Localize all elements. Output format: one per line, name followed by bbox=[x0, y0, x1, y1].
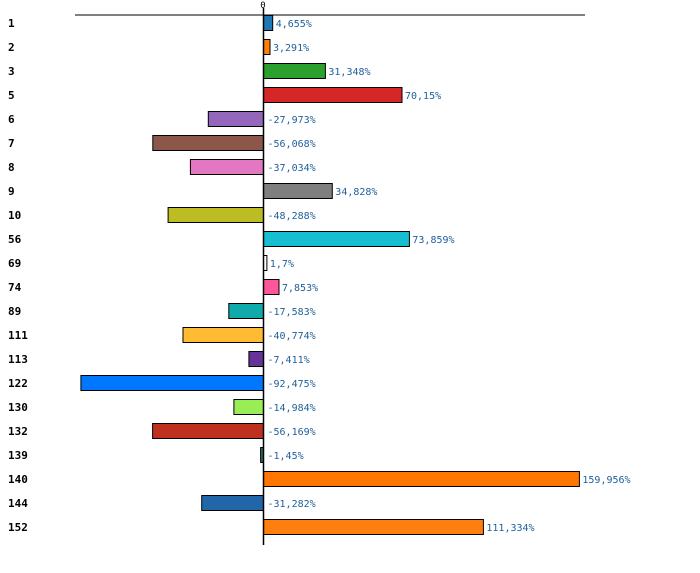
bar bbox=[182, 327, 264, 343]
value-label: -14,984% bbox=[268, 403, 316, 414]
value-label: 4,655% bbox=[276, 19, 312, 30]
bar bbox=[152, 135, 264, 151]
category-label: 6 bbox=[8, 113, 15, 126]
value-label: 34,828% bbox=[335, 187, 377, 198]
value-label: -31,282% bbox=[268, 499, 316, 510]
category-label: 113 bbox=[8, 353, 28, 366]
bar bbox=[201, 495, 264, 511]
category-label: 3 bbox=[8, 65, 15, 78]
category-label: 132 bbox=[8, 425, 28, 438]
category-label: 144 bbox=[8, 497, 28, 510]
value-label: 1,7% bbox=[270, 259, 294, 270]
value-label: -7,411% bbox=[268, 355, 310, 366]
bar bbox=[263, 15, 274, 31]
category-label: 56 bbox=[8, 233, 22, 246]
value-label: 73,859% bbox=[412, 235, 454, 246]
value-label: 159,956% bbox=[582, 475, 630, 486]
category-label: 111 bbox=[8, 329, 28, 342]
value-label: -40,774% bbox=[268, 331, 316, 342]
category-label: 5 bbox=[8, 89, 15, 102]
category-label: 8 bbox=[8, 161, 15, 174]
category-label: 10 bbox=[8, 209, 21, 222]
bar bbox=[263, 279, 280, 295]
bar bbox=[167, 207, 265, 223]
category-label: 7 bbox=[8, 137, 15, 150]
bar bbox=[263, 231, 410, 247]
value-label: 70,15% bbox=[405, 91, 441, 102]
bar bbox=[248, 351, 264, 367]
category-label: 1 bbox=[8, 17, 15, 30]
value-label: -1,45% bbox=[268, 451, 304, 462]
value-label: -56,169% bbox=[268, 427, 316, 438]
value-label: 3,291% bbox=[273, 43, 309, 54]
bar bbox=[152, 423, 265, 439]
value-label: 31,348% bbox=[328, 67, 370, 78]
bars-group: 1 4,655% 2 3,291% 3 31,348% 5 70,15% 6 -27,973% 7 -… bbox=[8, 15, 631, 535]
bar bbox=[228, 303, 265, 319]
bar bbox=[263, 183, 333, 199]
bar bbox=[80, 375, 265, 391]
category-label: 140 bbox=[8, 473, 28, 486]
category-label: 69 bbox=[8, 257, 21, 270]
bar bbox=[263, 63, 326, 79]
category-label: 152 bbox=[8, 521, 28, 534]
bar bbox=[263, 519, 484, 535]
category-label: 9 bbox=[8, 185, 15, 198]
bar bbox=[189, 159, 264, 175]
bar bbox=[207, 111, 265, 127]
bar bbox=[263, 39, 271, 55]
category-label: 2 bbox=[8, 41, 15, 54]
value-label: -48,288% bbox=[268, 211, 316, 222]
category-label: 74 bbox=[8, 281, 22, 294]
value-label: 111,334% bbox=[486, 523, 534, 534]
category-label: 122 bbox=[8, 377, 28, 390]
value-label: -27,973% bbox=[268, 115, 316, 126]
bar bbox=[233, 399, 264, 415]
category-label: 130 bbox=[8, 401, 28, 414]
bar bbox=[263, 471, 580, 487]
category-label: 139 bbox=[8, 449, 28, 462]
bar bbox=[263, 87, 403, 103]
zero-tick-label: 0 bbox=[260, 1, 265, 11]
value-label: -17,583% bbox=[268, 307, 316, 318]
value-label: -56,068% bbox=[268, 139, 316, 150]
value-label: 7,853% bbox=[282, 283, 318, 294]
category-label: 89 bbox=[8, 305, 21, 318]
value-label: -92,475% bbox=[268, 379, 316, 390]
value-label: -37,034% bbox=[268, 163, 316, 174]
